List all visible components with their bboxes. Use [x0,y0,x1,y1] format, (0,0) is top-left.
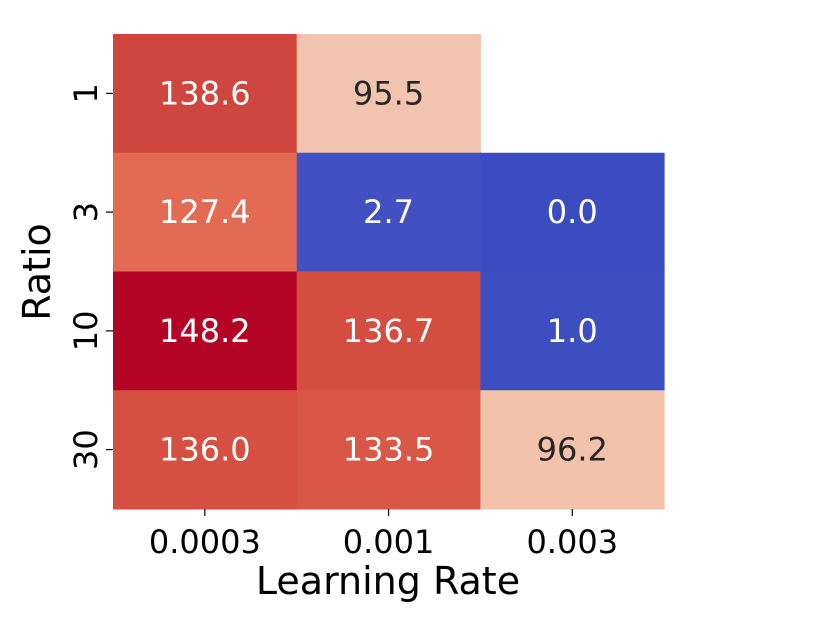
heatmap-cell [113,390,298,510]
cell-value-label: 127.4 [159,193,251,231]
heatmap-cell [296,390,481,510]
y-tick-label: 1 [67,83,105,103]
x-tick-label: 0.001 [343,523,435,561]
cell-value-label: 138.6 [159,74,251,112]
heatmap-cells: 138.6 95.5 127.4 2.7 0.0 148.2 136.7 1.0 136.0 13… [113,34,665,510]
heatmap-cell [296,271,481,391]
y-axis: 1 3 10 30 [67,83,113,470]
cell-value-label: 136.0 [159,431,251,469]
cell-value-label: 96.2 [537,431,608,469]
y-tick-label: 10 [67,311,105,352]
cell-value-label: 148.2 [159,312,251,350]
y-tick-label: 3 [67,202,105,222]
x-tick-label: 0.0003 [149,523,261,561]
heatmap-cell [296,152,481,272]
x-axis-title: Learning Rate [256,559,520,603]
cell-value-label: 2.7 [363,193,414,231]
heatmap-cell [480,152,665,272]
heatmap-cell [480,390,665,510]
y-tick-label: 30 [67,429,105,470]
heatmap-cell [113,271,298,391]
cell-value-label: 1.0 [547,312,598,350]
heatmap-cell [480,271,665,391]
heatmap-cell [296,34,481,154]
cell-value-label: 136.7 [343,312,435,350]
cell-value-label: 0.0 [547,193,598,231]
y-axis-title: Ratio [15,223,59,321]
cell-value-label: 133.5 [343,431,435,469]
x-tick-label: 0.003 [526,523,618,561]
cell-value-label: 95.5 [353,74,424,112]
heatmap-cell [113,34,298,154]
x-axis: 0.0003 0.001 0.003 [149,509,618,561]
heatmap-cell [113,152,298,272]
